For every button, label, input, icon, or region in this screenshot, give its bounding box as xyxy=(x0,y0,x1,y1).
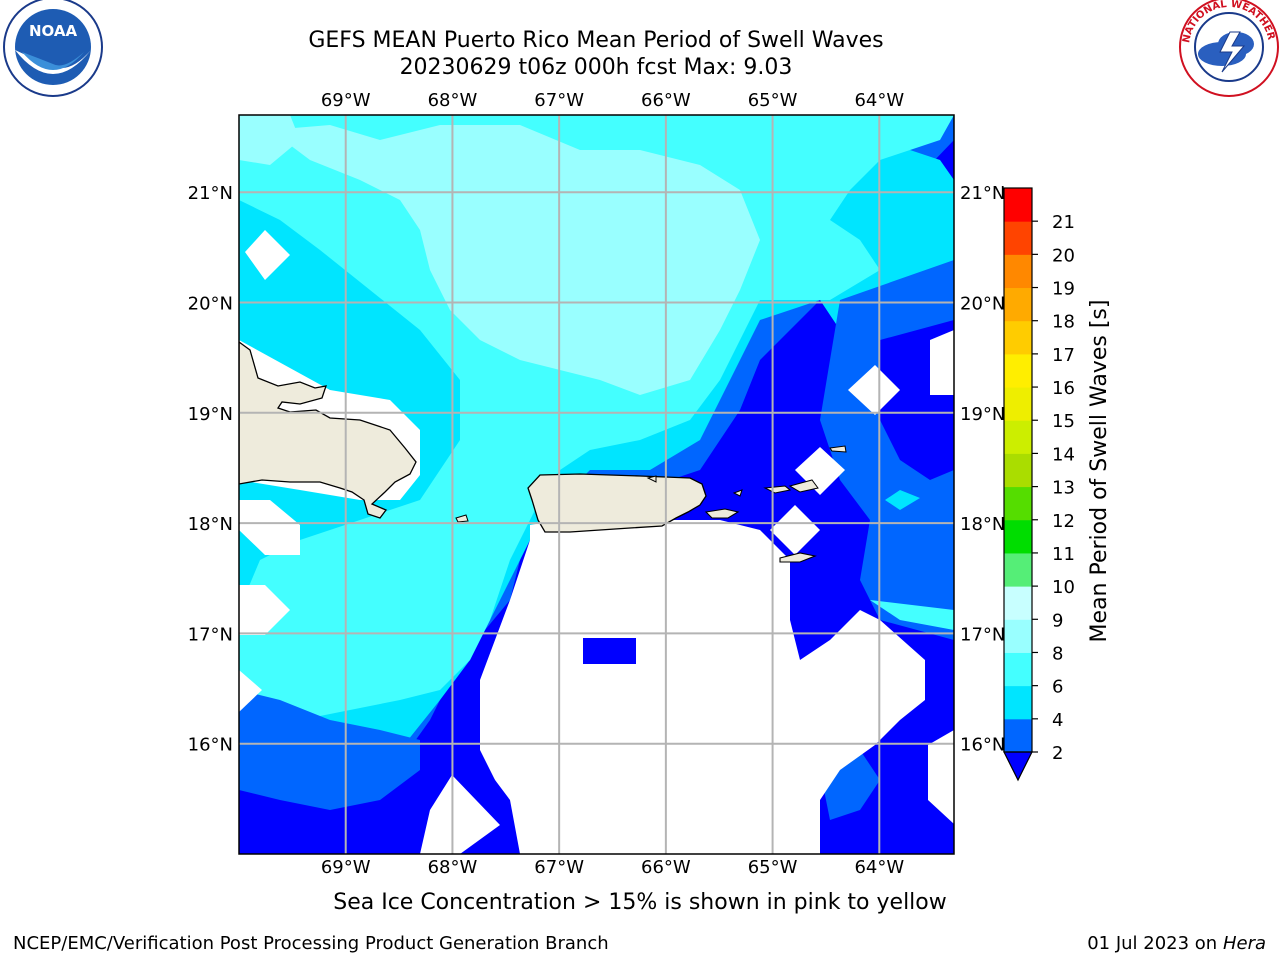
latitude-label: 18°N xyxy=(960,514,1005,535)
colorbar-segment xyxy=(1004,353,1032,388)
run-date: 01 Jul 2023 on Hera xyxy=(1087,933,1266,954)
colorbar-frame xyxy=(1003,187,1033,753)
colorbar-tick-label: 12 xyxy=(1052,511,1075,532)
map-panel xyxy=(239,115,954,854)
colorbar-tick-label: 4 xyxy=(1052,710,1063,731)
colorbar-segment xyxy=(1004,586,1032,620)
colorbar-tick-label: 15 xyxy=(1052,411,1075,432)
longitude-label: 66°W xyxy=(641,90,691,111)
longitude-label: 69°W xyxy=(321,857,371,878)
longitude-label: 67°W xyxy=(534,857,584,878)
colorbar-segment xyxy=(1004,287,1032,322)
colorbar-tick-label: 19 xyxy=(1052,279,1075,300)
colorbar-segment xyxy=(1004,619,1032,653)
colorbar-tick-label: 16 xyxy=(1052,378,1075,399)
svg-text:NATIONAL WEATHER SERVICE: NATIONAL WEATHER SERVICE xyxy=(0,0,1277,44)
latitude-label: 20°N xyxy=(188,294,233,315)
longitude-label: 65°W xyxy=(748,90,798,111)
colorbar-label: Mean Period of Swell Waves [s] xyxy=(1087,300,1112,643)
map-subtitle: 20230629 t06z 000h fcst Max: 9.03 xyxy=(399,55,793,80)
longitude-label: 69°W xyxy=(321,90,371,111)
latitude-label: 21°N xyxy=(960,183,1005,204)
colorbar-segment xyxy=(1004,519,1032,554)
colorbar-tick-label: 2 xyxy=(1052,743,1063,764)
nws-logo: NATIONAL WEATHER SERVICE xyxy=(0,0,1279,97)
colorbar-underflow xyxy=(1003,751,1033,782)
run-date-text: 01 Jul 2023 on xyxy=(1087,933,1218,954)
latitude-label: 20°N xyxy=(960,294,1005,315)
longitude-labels-top: 69°W 68°W 67°W 66°W 65°W 64°W xyxy=(321,90,904,111)
longitude-label: 64°W xyxy=(854,857,904,878)
credit-line: NCEP/EMC/Verification Post Processing Pr… xyxy=(13,933,609,954)
nws-logo-ring-text: NATIONAL WEATHER SERVICE xyxy=(0,0,1277,44)
longitude-label: 66°W xyxy=(641,857,691,878)
latitude-label: 16°N xyxy=(188,735,233,756)
colorbar-segment xyxy=(1004,387,1032,421)
colorbar-tick-label: 6 xyxy=(1052,677,1063,698)
latitude-label: 19°N xyxy=(960,404,1005,425)
colorbar-tick-label: 13 xyxy=(1052,478,1075,499)
colorbar-segment xyxy=(1004,552,1032,587)
colorbar-segment xyxy=(1004,718,1032,753)
colorbar: 2 4 6 8 9 10 11 12 13 14 15 16 17 18 19 20 21 xyxy=(1003,187,1075,782)
longitude-label: 67°W xyxy=(534,90,584,111)
run-host: Hera xyxy=(1222,933,1266,954)
latitude-labels-left: 21°N 20°N 19°N 18°N 17°N 16°N xyxy=(188,183,233,755)
longitude-labels-bottom: 69°W 68°W 67°W 66°W 65°W 64°W xyxy=(321,857,904,878)
colorbar-segment xyxy=(1004,652,1032,687)
colorbar-tick-label: 21 xyxy=(1052,212,1075,233)
colorbar-segment xyxy=(1004,453,1032,488)
noaa-logo: NOAA xyxy=(3,0,103,97)
colorbar-segment xyxy=(1004,420,1032,454)
map-frame xyxy=(238,114,955,855)
latitude-label: 21°N xyxy=(188,183,233,204)
colorbar-tick-label: 11 xyxy=(1052,544,1075,565)
latitude-label: 16°N xyxy=(960,735,1005,756)
colorbar-tick-label: 10 xyxy=(1052,577,1075,598)
colorbar-segment xyxy=(1004,486,1032,521)
longitude-label: 68°W xyxy=(428,90,478,111)
latitude-labels-right: 21°N 20°N 19°N 18°N 17°N 16°N xyxy=(960,183,1005,755)
longitude-label: 68°W xyxy=(428,857,478,878)
latitude-label: 18°N xyxy=(188,514,233,535)
colorbar-segment xyxy=(1004,188,1032,222)
colorbar-segment xyxy=(1004,254,1032,289)
graticule xyxy=(239,115,954,854)
latitude-label: 17°N xyxy=(188,624,233,645)
noaa-logo-text: NOAA xyxy=(29,22,78,40)
colorbar-tick-label: 8 xyxy=(1052,643,1063,664)
colorbar-segment xyxy=(1004,685,1032,720)
latitude-label: 17°N xyxy=(960,624,1005,645)
colorbar-segment xyxy=(1004,320,1032,355)
latitude-label: 19°N xyxy=(188,404,233,425)
colorbar-tick-label: 17 xyxy=(1052,345,1075,366)
colorbar-tick-label: 20 xyxy=(1052,245,1075,266)
colorbar-segment xyxy=(1004,221,1032,255)
map-title: GEFS MEAN Puerto Rico Mean Period of Swe… xyxy=(308,28,884,53)
colorbar-tick-label: 18 xyxy=(1052,312,1075,333)
longitude-label: 65°W xyxy=(748,857,798,878)
sea-ice-note: Sea Ice Concentration > 15% is shown in … xyxy=(333,890,947,915)
colorbar-tick-label: 9 xyxy=(1052,610,1063,631)
colorbar-tick-label: 14 xyxy=(1052,444,1075,465)
longitude-label: 64°W xyxy=(854,90,904,111)
